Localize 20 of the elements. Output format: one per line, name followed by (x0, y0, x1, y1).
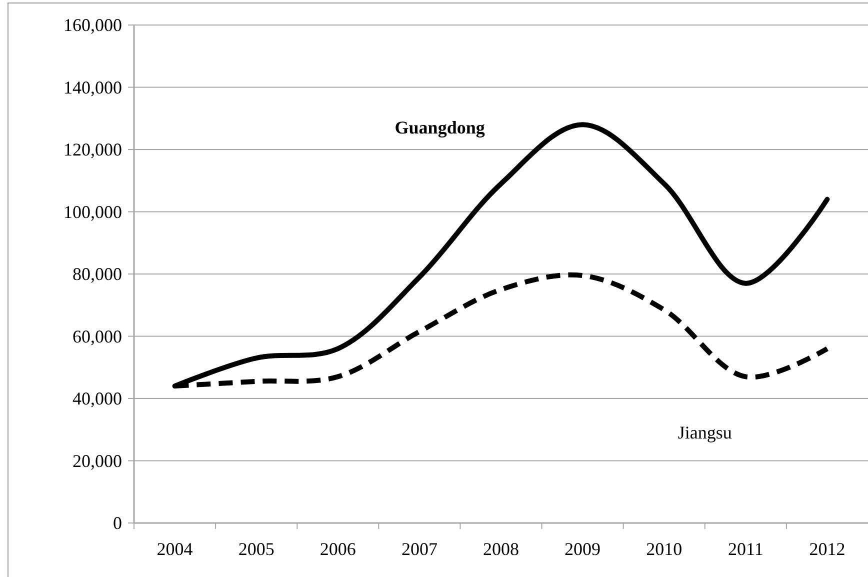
x-tick-label: 2012 (809, 539, 846, 559)
x-tick-label: 2009 (564, 539, 601, 559)
text: Guangdong (394, 118, 485, 138)
y-tick-label: 20,000 (72, 450, 122, 471)
x-tick-label: 2007 (401, 539, 438, 559)
y-tick-label: 120,000 (64, 140, 122, 160)
y-tick-label: 160,000 (64, 15, 122, 35)
x-tick-label: 2010 (646, 539, 682, 559)
y-tick-label: 40,000 (72, 388, 122, 408)
x-tick-label: 2005 (238, 539, 274, 559)
text: Jiangsu (678, 422, 732, 443)
y-tick-label: 140,000 (64, 77, 122, 98)
y-tick-label: 0 (113, 513, 122, 533)
y-tick-label: 80,000 (72, 264, 122, 284)
y-tick-label: 100,000 (64, 202, 122, 222)
x-tick-label: 2011 (728, 539, 764, 559)
x-tick-label: 2004 (156, 539, 193, 559)
x-tick-label: 2006 (320, 539, 356, 559)
y-tick-label: 60,000 (72, 326, 122, 346)
x-tick-label: 2008 (483, 539, 519, 559)
